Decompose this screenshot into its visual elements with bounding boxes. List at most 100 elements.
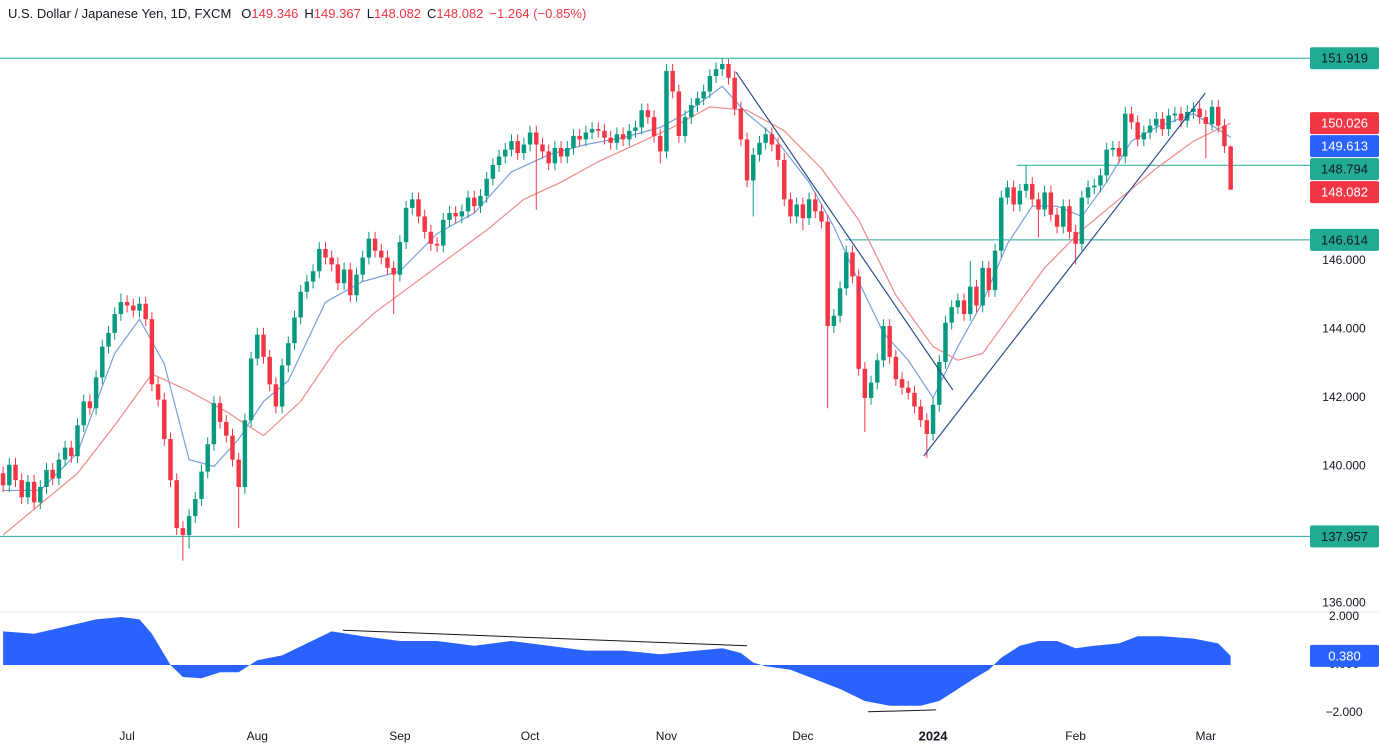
price-tag-box (1310, 525, 1379, 548)
candle-body (304, 281, 310, 292)
candle-body (236, 459, 241, 487)
candle-body (38, 486, 43, 503)
candle-body (261, 334, 266, 357)
quote-value: 148.082 (374, 6, 421, 21)
candle-body (713, 69, 719, 77)
candle-body (1178, 113, 1184, 121)
x-tick-label: Nov (656, 729, 677, 743)
candle-body (56, 459, 62, 479)
candle-body (428, 231, 434, 244)
candle-body (658, 135, 663, 152)
candle-body (881, 326, 886, 361)
candle-body (391, 267, 396, 275)
candle-body (50, 469, 55, 479)
candle-body (490, 165, 496, 179)
candle-body (1216, 106, 1221, 126)
candle-body (149, 319, 155, 385)
candle-body (1129, 113, 1134, 123)
quote-value: 149.367 (314, 6, 361, 21)
candle-body (893, 356, 899, 380)
candle-body (968, 286, 973, 315)
candle-body (25, 481, 31, 498)
candle-body (875, 360, 880, 383)
candle-body (992, 250, 998, 291)
candle-body (701, 91, 706, 99)
candle-body (862, 368, 868, 398)
symbol: U.S. Dollar / Japanese Yen, 1D, FXCM (8, 6, 231, 21)
x-tick-label: Aug (247, 729, 268, 743)
candle-body (416, 199, 421, 217)
candle-body (230, 435, 235, 460)
candle-body (143, 303, 148, 320)
candle-body (546, 151, 551, 164)
candle-body (459, 211, 465, 217)
candle-body (379, 250, 384, 258)
quote-key: C (427, 6, 436, 21)
candle-body (1061, 206, 1066, 227)
candle-body (168, 439, 173, 481)
candle-body (1067, 206, 1072, 232)
candle-body (1030, 183, 1035, 200)
candle-body (788, 199, 793, 217)
x-tick-label: Mar (1196, 729, 1217, 743)
candle-body (273, 384, 279, 407)
candle-body (769, 134, 775, 145)
price-tag: 137.957 (1321, 529, 1368, 544)
candle-body (298, 291, 303, 318)
candle-body (453, 213, 458, 217)
candle-body (106, 332, 111, 347)
candle-body (627, 130, 632, 140)
candle-body (937, 361, 942, 405)
candle-body (366, 238, 372, 258)
candle-body (726, 64, 731, 78)
candle-body (1017, 190, 1023, 205)
y-tick-label: 142.000 (1322, 390, 1366, 404)
candle-body (1098, 175, 1103, 186)
candle-body (527, 132, 533, 145)
candle-body (1048, 192, 1054, 215)
candle-body (757, 142, 762, 155)
candle-body (372, 238, 378, 251)
candle-body (1110, 147, 1116, 150)
osc-tag: 0.380 (1328, 648, 1361, 663)
candle-body (13, 464, 18, 481)
price-tag-box (1310, 228, 1379, 251)
candle-body (199, 471, 204, 499)
candle-body (751, 154, 756, 181)
candle-body (286, 343, 291, 366)
candle-body (1228, 146, 1233, 190)
candle-body (1092, 185, 1097, 188)
candle-body (633, 127, 638, 131)
candle-body (887, 326, 892, 357)
candle-body (360, 257, 365, 275)
quote-key: L (367, 6, 374, 21)
candle-body (335, 264, 341, 284)
candle-body (651, 117, 657, 136)
candle-body (583, 132, 589, 140)
candle-body (558, 147, 564, 157)
osc-tick-label: −2.000 (1325, 705, 1362, 719)
candle-body (193, 498, 198, 517)
candle-body (589, 129, 595, 133)
change: −1.264 (−0.85%) (489, 6, 586, 21)
candle-body (484, 178, 489, 196)
candle-body (1073, 231, 1078, 244)
osc-tag-box (1310, 644, 1379, 667)
price-tag-box (1310, 181, 1379, 204)
candle-body (137, 303, 142, 311)
candle-body (943, 322, 948, 362)
candle-body (224, 421, 229, 436)
candle-body (118, 302, 124, 315)
candle-body (447, 213, 452, 220)
candle-body (310, 271, 316, 282)
y-tick-label: 146.000 (1322, 253, 1366, 267)
candle-body (676, 91, 682, 136)
price-tag: 149.613 (1321, 139, 1368, 154)
candle-body (720, 64, 725, 70)
candle-body (329, 257, 334, 265)
candle-body (1123, 113, 1128, 157)
candle-body (1116, 147, 1122, 157)
